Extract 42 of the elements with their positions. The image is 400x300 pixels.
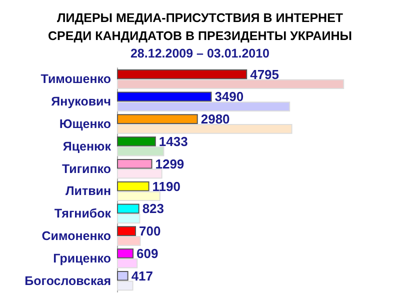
bar (117, 79, 344, 90)
y-tick-label: Яценюк (62, 139, 112, 154)
y-tick-label: Литвин (66, 184, 111, 198)
data-label: 1299 (155, 156, 184, 172)
bar (117, 204, 140, 214)
bar (117, 214, 140, 224)
bar (117, 114, 198, 124)
bar (117, 92, 212, 102)
data-label: 3490 (214, 89, 244, 104)
bar (117, 146, 164, 156)
bar (117, 248, 134, 258)
data-label: 700 (138, 224, 161, 239)
bar (117, 69, 248, 80)
y-tick-label: Ющенко (59, 117, 112, 131)
bar (117, 270, 128, 281)
y-tick-label: Тимошенко (40, 72, 112, 86)
y-tick-label: Янукович (51, 94, 111, 109)
data-label: 609 (136, 246, 158, 261)
y-tick-label: Симоненко (42, 229, 112, 243)
bar (117, 168, 162, 179)
data-label: 823 (142, 201, 164, 216)
y-tick-label: Тигипко (62, 162, 112, 176)
data-label: 417 (131, 268, 154, 284)
bar (117, 102, 290, 112)
y-tick-label: Богословская (24, 274, 111, 288)
y-tick-label: Гриценко (53, 251, 112, 266)
bar (117, 124, 292, 134)
bar (117, 226, 136, 236)
data-label: 2980 (200, 112, 230, 127)
chart-title: ЛИДЕРЫ МЕДИА-ПРИСУТСТВИЯ В ИНТЕРНЕТ СРЕДИ КАНДИДАТОВ В ПРЕЗИДЕНТЫ УКРАИНЫ (48, 11, 352, 43)
data-label: 1433 (158, 134, 188, 149)
bar (117, 191, 160, 202)
chart-subtitle: 28.12.2009 – 03.01.2010 (130, 46, 270, 60)
y-tick-label: Тягнибок (54, 206, 112, 221)
data-label: 1190 (152, 178, 180, 194)
data-label: 4795 (250, 66, 280, 82)
bar (117, 158, 152, 169)
bar (117, 258, 138, 268)
bar (117, 181, 150, 192)
bar (117, 136, 156, 146)
bar (117, 236, 141, 246)
bar (117, 280, 134, 291)
